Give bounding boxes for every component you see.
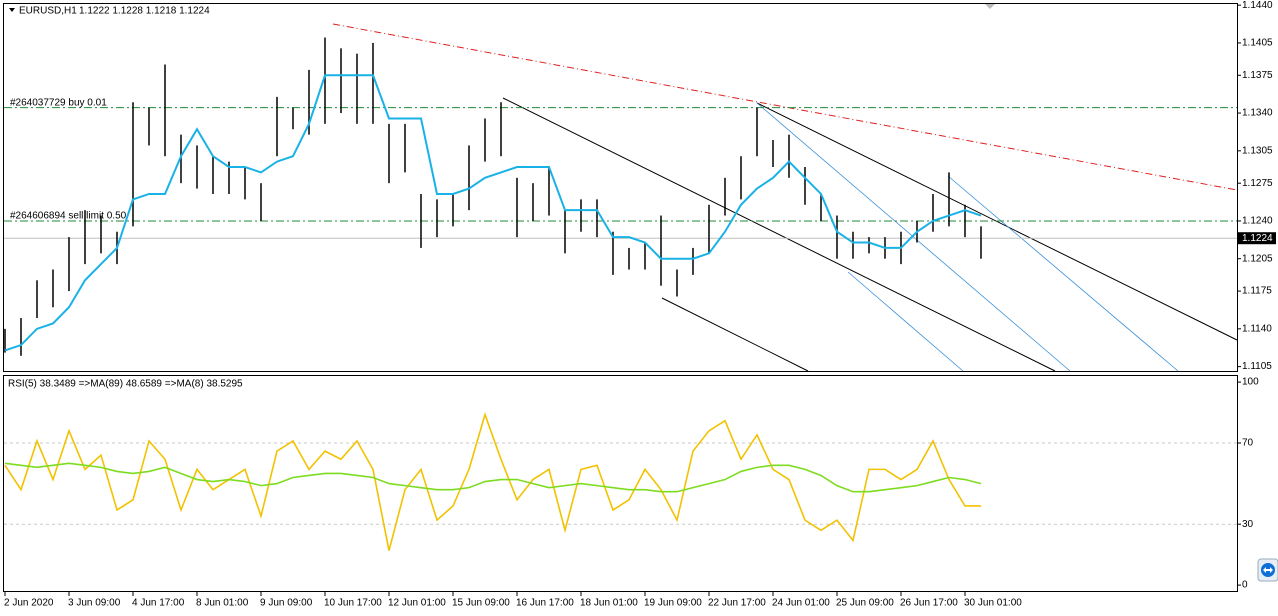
y-tick-label: 1.1405: [1242, 38, 1273, 49]
y-tick-label: 1.1140: [1242, 323, 1272, 334]
line: [4, 74, 982, 352]
x-tick-label: 16 Jun 17:00: [516, 598, 574, 609]
blue-channel-line: [847, 271, 964, 372]
symbol-title: EURUSD,H1: [19, 6, 77, 17]
y-tick-label: 1.1275: [1242, 178, 1273, 189]
icon-arrows[interactable]: [1263, 567, 1273, 573]
y-tick-label: 100: [1242, 377, 1259, 388]
main-panel: [3, 3, 1238, 372]
x-tick-label: 30 Jun 01:00: [964, 598, 1022, 609]
y-tick-label: 1.1205: [1242, 253, 1273, 264]
trend-lines: [332, 23, 1238, 372]
channel-line: [661, 297, 809, 372]
rsi-panel: [3, 375, 1238, 592]
x-tick-label: 19 Jun 09:00: [644, 598, 702, 609]
y-tick-label: 1.1105: [1242, 361, 1272, 372]
y-tick-label: 1.1340: [1242, 108, 1273, 119]
blue-channel-line: [947, 175, 1179, 372]
app-icon[interactable]: [1257, 558, 1278, 582]
y-tick-label: 0: [1242, 580, 1248, 591]
rsi-title: RSI(5) 38.3489 =>MA(89) 48.6589 =>MA(8) …: [8, 379, 243, 390]
price-tag-label: 1.1224: [1242, 233, 1273, 244]
x-tick-label: 4 Jun 17:00: [132, 598, 185, 609]
line: [4, 462, 982, 493]
y-tick-label: 1.1305: [1242, 145, 1273, 156]
y-tick-label: 70: [1242, 438, 1254, 449]
y-tick-label: 1.1440: [1242, 0, 1273, 11]
x-tick-label: 12 Jun 01:00: [388, 598, 446, 609]
x-tick-label: 15 Jun 09:00: [452, 598, 510, 609]
quote: 1.1222 1.1228 1.1218 1.1224: [79, 6, 210, 17]
y-tick-label: 1.1375: [1242, 70, 1273, 81]
x-tick-label: 2 Jun 2020: [4, 598, 54, 609]
x-tick-label: 8 Jun 01:00: [196, 598, 249, 609]
x-tick-label: 24 Jun 01:00: [772, 598, 830, 609]
y-tick-label: 1.1175: [1242, 286, 1272, 297]
order-label: #264606894 sell limit 0.50: [10, 211, 127, 222]
x-tick-label: 22 Jun 17:00: [708, 598, 766, 609]
x-tick-label: 18 Jun 01:00: [580, 598, 638, 609]
x-tick-label: 9 Jun 09:00: [260, 598, 313, 609]
order-label: #264037729 buy 0.01: [10, 97, 107, 108]
blue-channel-line: [756, 102, 1071, 372]
scroll-marker: [985, 4, 995, 9]
y-tick-label: 1.1240: [1242, 216, 1273, 227]
channel-line: [756, 102, 1238, 341]
channel-line: [502, 97, 1056, 372]
x-tick-label: 3 Jun 09:00: [68, 598, 121, 609]
price-tag: [1238, 232, 1276, 245]
x-tick-label: 10 Jun 17:00: [324, 598, 382, 609]
y-tick-label: 30: [1242, 519, 1254, 530]
x-tick-label: 25 Jun 09:00: [836, 598, 894, 609]
menu-arrow[interactable]: [9, 8, 15, 12]
x-tick-label: 26 Jun 17:00: [900, 598, 958, 609]
